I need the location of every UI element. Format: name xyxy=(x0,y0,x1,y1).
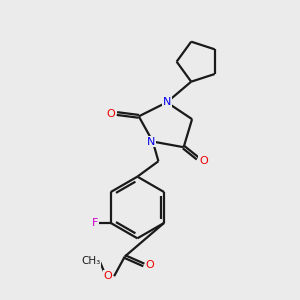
Text: O: O xyxy=(106,109,115,118)
Text: O: O xyxy=(103,271,112,281)
Text: N: N xyxy=(163,97,171,107)
Text: O: O xyxy=(199,156,208,166)
Text: N: N xyxy=(147,136,156,147)
Text: O: O xyxy=(146,260,154,270)
Text: F: F xyxy=(92,218,98,228)
Text: CH₃: CH₃ xyxy=(81,256,100,266)
